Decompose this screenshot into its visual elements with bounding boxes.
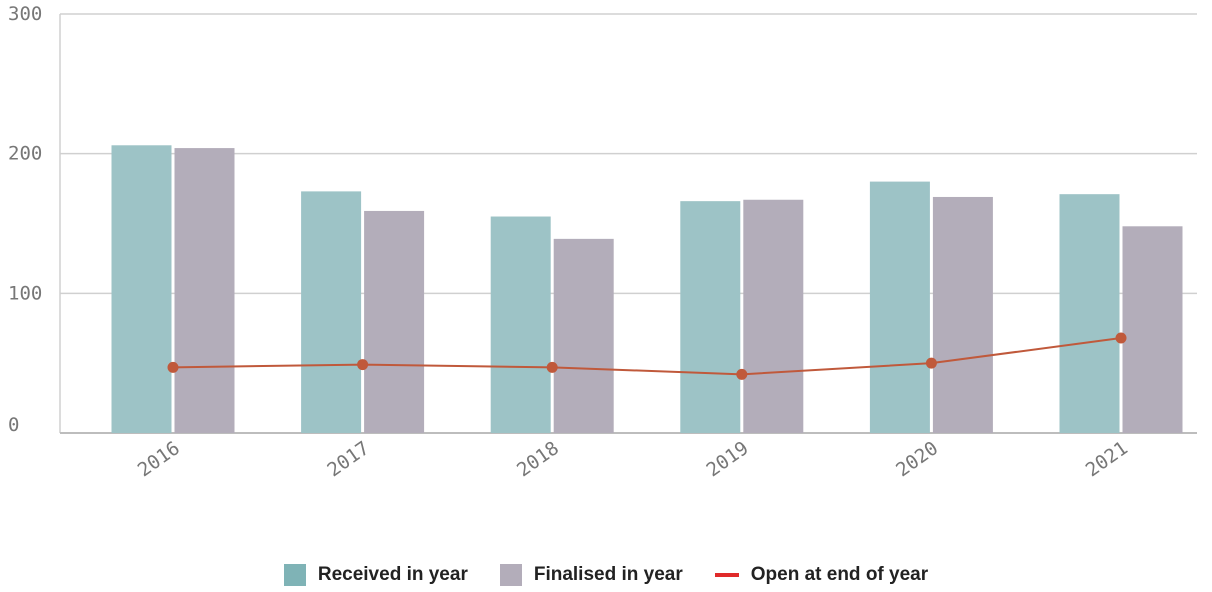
line-point — [736, 368, 748, 380]
legend-label-open: Open at end of year — [750, 564, 929, 585]
x-tick-label: 2016 — [134, 437, 184, 481]
bar-received — [680, 201, 741, 433]
line-point — [546, 361, 558, 373]
bar-finalised — [932, 196, 993, 433]
bar-received — [111, 145, 172, 433]
line-point — [357, 359, 369, 371]
line-open-at-end-of-year — [172, 337, 1122, 376]
y-tick-label: 200 — [8, 143, 42, 165]
bar-received — [1059, 194, 1120, 433]
bar-finalised — [553, 238, 614, 433]
y-tick-label: 0 — [8, 414, 19, 436]
y-tick-label: 300 — [8, 3, 42, 25]
line-point — [1115, 332, 1127, 344]
bar-line-chart: 0 100 200 300 2016 2017 2018 2019 2020 2021 — [8, 3, 1197, 481]
legend-item-open[interactable]: Open at end of year — [714, 564, 929, 586]
legend-swatch-received — [283, 564, 306, 586]
x-tick-label: 2017 — [323, 437, 373, 481]
x-axis-ticks: 2016 2017 2018 2019 2020 2021 — [134, 437, 1132, 481]
x-tick-label: 2021 — [1082, 437, 1132, 481]
legend: Received in year Finalised in year Open … — [0, 564, 1212, 586]
x-tick-label: 2020 — [892, 437, 942, 481]
gridlines — [59, 13, 1197, 434]
bar-finalised — [174, 148, 235, 433]
bar-finalised — [364, 210, 425, 433]
legend-swatch-finalised — [499, 564, 522, 586]
bar-finalised — [743, 199, 804, 433]
bar-series — [111, 145, 1183, 433]
x-tick-label: 2019 — [703, 437, 753, 481]
line-series — [167, 332, 1127, 380]
legend-swatch-open — [714, 573, 739, 577]
y-tick-label: 100 — [8, 282, 42, 304]
legend-item-finalised[interactable]: Finalised in year — [499, 564, 683, 586]
bar-received — [869, 181, 930, 433]
legend-label-received: Received in year — [317, 564, 468, 585]
x-tick-label: 2018 — [513, 437, 563, 481]
line-point — [925, 357, 937, 369]
legend-label-finalised: Finalised in year — [533, 564, 683, 585]
bar-received — [490, 216, 551, 433]
bar-received — [301, 191, 362, 433]
line-point — [167, 361, 179, 373]
legend-item-received[interactable]: Received in year — [283, 564, 468, 586]
bar-finalised — [1122, 226, 1183, 433]
y-axis-ticks: 0 100 200 300 — [8, 3, 42, 436]
